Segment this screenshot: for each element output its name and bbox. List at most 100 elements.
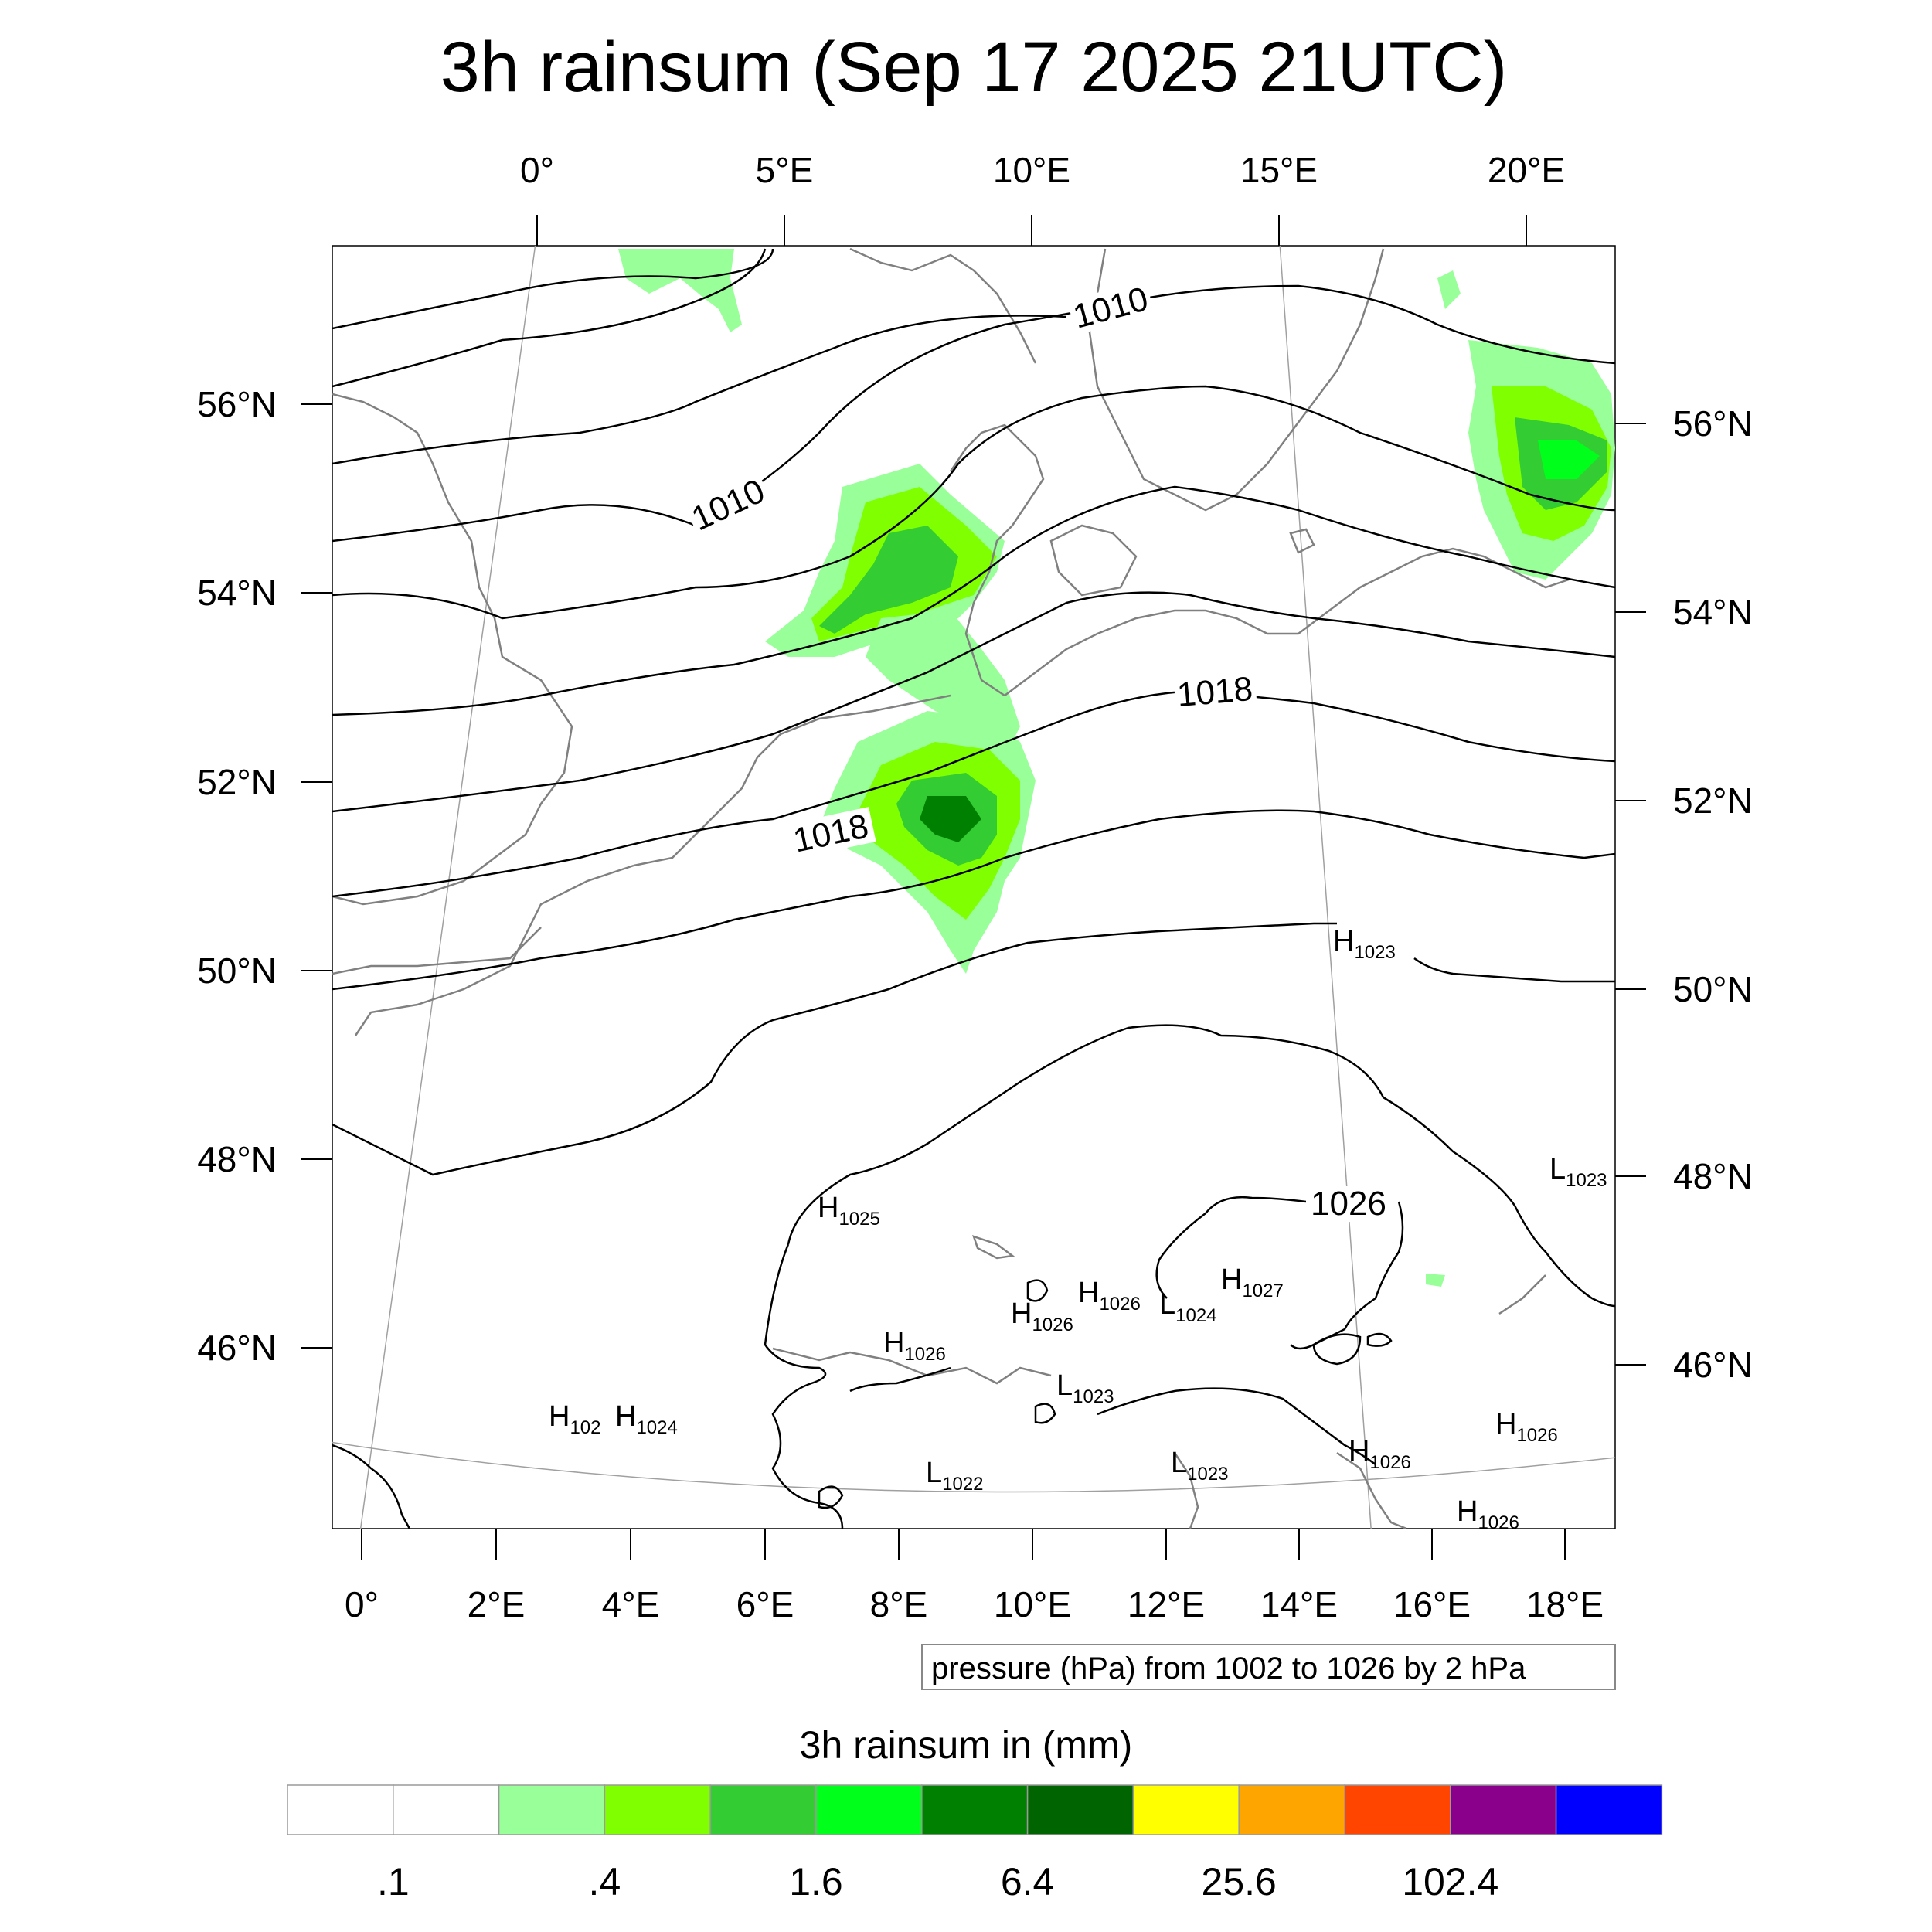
colorbar-label: .1 bbox=[377, 1860, 410, 1903]
colorbar-boxes bbox=[287, 1784, 1663, 1835]
tick-label: 15°E bbox=[1240, 150, 1318, 190]
tick-label: 56°N bbox=[1673, 403, 1753, 444]
pressure-center-value: 1023 bbox=[1354, 942, 1395, 963]
graticule-parallel-45n bbox=[332, 1441, 1615, 1493]
tick-label: 14°E bbox=[1260, 1584, 1338, 1624]
colorbar-swatch bbox=[393, 1784, 500, 1835]
colorbar-labels: .1 .4 1.6 6.4 25.6 102.4 bbox=[377, 1860, 1498, 1903]
isobar bbox=[332, 1444, 411, 1529]
contour-label-bg bbox=[684, 471, 773, 538]
coastline-croatia bbox=[1336, 1451, 1407, 1529]
coastline-german-baltic bbox=[1004, 547, 1570, 696]
lake-balaton bbox=[1498, 1274, 1546, 1315]
colorbar-label: .4 bbox=[589, 1860, 621, 1903]
isobar bbox=[332, 248, 767, 388]
tick-label: 2°E bbox=[468, 1584, 526, 1624]
coastline-bornholm bbox=[1289, 528, 1315, 554]
colorbar-label: 102.4 bbox=[1402, 1860, 1498, 1903]
coastline-britain-south bbox=[332, 927, 542, 975]
tick-marks bbox=[301, 215, 1646, 1560]
pressure-center: H1026 bbox=[883, 1327, 946, 1365]
colorbar-label: 25.6 bbox=[1202, 1860, 1277, 1903]
pressure-center-letter: L bbox=[1056, 1369, 1073, 1402]
colorbar-swatch bbox=[921, 1784, 1029, 1835]
rain-area-lower-saxony bbox=[866, 611, 1020, 742]
pressure-center-letter: L bbox=[1549, 1153, 1566, 1185]
contour-label-bg bbox=[1173, 670, 1257, 713]
pressure-center-value: 1024 bbox=[636, 1417, 677, 1438]
isobar bbox=[787, 1024, 1615, 1308]
graticule bbox=[332, 246, 1615, 1529]
colorbar-swatch bbox=[1238, 1784, 1345, 1835]
pressure-center-value: 1026 bbox=[1369, 1452, 1410, 1473]
rain-area-denmark-core bbox=[819, 526, 958, 634]
colorbar-title: 3h rainsum in (mm) bbox=[800, 1723, 1133, 1767]
colorbar-swatch bbox=[287, 1784, 394, 1835]
pressure-center: L1024 bbox=[1159, 1288, 1217, 1326]
coastline-denmark bbox=[949, 423, 1045, 697]
isobar bbox=[332, 385, 1615, 620]
colorbar-swatch bbox=[604, 1784, 711, 1835]
tick-label: 48°N bbox=[197, 1139, 277, 1179]
pressure-center: H1024 bbox=[615, 1400, 678, 1438]
colorbar-label: 6.4 bbox=[1001, 1860, 1055, 1903]
contour-label-bg bbox=[785, 807, 876, 859]
coastline-norway bbox=[849, 247, 1037, 364]
pressure-center: H1025 bbox=[818, 1192, 880, 1230]
pressure-center-value: 1026 bbox=[1099, 1294, 1140, 1315]
coastline-danish-islands bbox=[1049, 524, 1138, 597]
contour-label-bg bbox=[1066, 280, 1155, 335]
pressure-center-value: 1023 bbox=[1073, 1386, 1114, 1407]
isobar-closed bbox=[1026, 1279, 1049, 1302]
pressure-center-letter: H bbox=[883, 1327, 904, 1359]
tick-label: 0° bbox=[345, 1584, 379, 1624]
colorbar: 3h rainsum in (mm) .1 .4 1.6 6.4 25.6 102.4 bbox=[287, 1723, 1663, 1903]
colorbar-label: 1.6 bbox=[789, 1860, 843, 1903]
pressure-center-letter: L bbox=[926, 1457, 942, 1489]
tick-label: 6°E bbox=[736, 1584, 794, 1624]
tick-label: 18°E bbox=[1526, 1584, 1604, 1624]
pressure-center-value: 1027 bbox=[1242, 1281, 1283, 1301]
graticule-meridian-0 bbox=[359, 246, 536, 1529]
isobar bbox=[332, 809, 1615, 991]
pressure-center: H1026 bbox=[1495, 1408, 1558, 1446]
colorbar-swatch bbox=[1344, 1784, 1451, 1835]
map-title: 3h rainsum (Sep 17 2025 21UTC) bbox=[440, 28, 1508, 107]
pressure-centers: H1023 L1023 H1025 H1026 L1024 H1027 H102… bbox=[549, 925, 1607, 1529]
pressure-center-value: 1026 bbox=[904, 1344, 945, 1365]
tick-label: 52°N bbox=[1673, 781, 1753, 821]
isobar bbox=[1290, 1201, 1404, 1350]
pressure-center-value: 1026 bbox=[1032, 1315, 1073, 1335]
tick-label: 46°N bbox=[1673, 1345, 1753, 1385]
pressure-center-letter: H bbox=[1011, 1298, 1032, 1330]
isobar bbox=[764, 1243, 844, 1529]
map-panel: 1010 1010 1018 1018 1026 H1023 L1023 H10… bbox=[332, 245, 1616, 1529]
pressure-center-letter: H bbox=[818, 1192, 838, 1224]
contour-label: 1026 bbox=[1311, 1185, 1386, 1223]
isobar bbox=[332, 248, 774, 330]
tick-label: 0° bbox=[520, 150, 554, 190]
rain-area-alps-east bbox=[1426, 1274, 1445, 1287]
colorbar-swatch bbox=[709, 1784, 817, 1835]
tick-label: 12°E bbox=[1128, 1584, 1205, 1624]
contour-info-text: pressure (hPa) from 1002 to 1026 by 2 hP… bbox=[931, 1651, 1526, 1685]
isobar bbox=[332, 315, 1067, 465]
pressure-center-value: 1023 bbox=[1566, 1170, 1607, 1191]
pressure-center: H1023 bbox=[1333, 925, 1396, 963]
pressure-center: H1026 bbox=[1011, 1298, 1073, 1335]
pressure-center-letter: H bbox=[615, 1400, 636, 1433]
isobar bbox=[332, 922, 1337, 1176]
pressure-center: H102 bbox=[549, 1400, 601, 1438]
pressure-center-value: 1025 bbox=[838, 1209, 879, 1230]
colorbar-swatch bbox=[1450, 1784, 1557, 1835]
top-longitude-axis: 0° 5°E 10°E 15°E 20°E bbox=[520, 150, 1565, 190]
colorbar-swatch bbox=[1132, 1784, 1240, 1835]
pressure-center: L1023 bbox=[1056, 1369, 1114, 1407]
tick-label: 20°E bbox=[1488, 150, 1565, 190]
rain-area-sweden bbox=[1437, 270, 1461, 309]
tick-label: 54°N bbox=[197, 573, 277, 613]
rain-areas bbox=[618, 249, 1615, 1287]
isobar bbox=[1097, 1387, 1376, 1466]
coastline-france-north bbox=[354, 864, 634, 1036]
